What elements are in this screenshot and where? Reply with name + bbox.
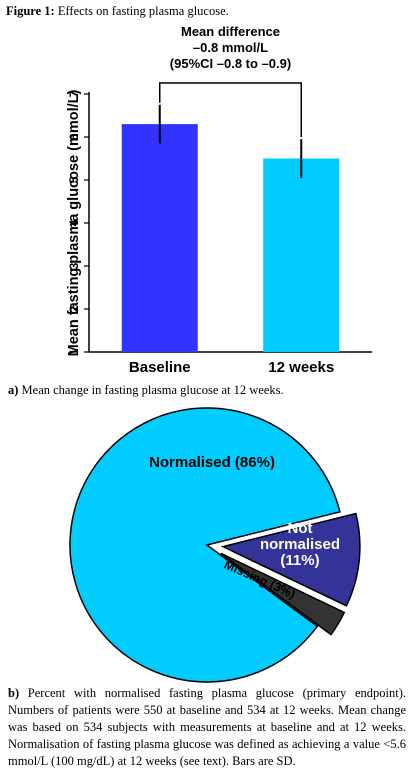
- pie-slice: [69, 407, 341, 683]
- y-tick-label: 7: [67, 90, 81, 97]
- y-axis-title: Mean fasting plasma glucose (mmol/L): [66, 89, 82, 356]
- y-tick-label: 2: [67, 305, 81, 312]
- pie-chart: Normalised (86%)Not normalised (11%)Missin…: [69, 407, 361, 683]
- figure-title: Figure 1: Effects on fasting plasma gluc…: [6, 4, 229, 19]
- y-tick-label: 1: [67, 348, 81, 355]
- bar: [121, 124, 198, 352]
- annotation-line: Mean difference: [181, 24, 280, 39]
- y-tick-label: 5: [67, 176, 81, 183]
- caption-b: b) Percent with normalised fasting plasm…: [8, 685, 406, 770]
- figure-label: Figure 1:: [6, 4, 55, 18]
- caption-b-text: Percent with normalised fasting plasma g…: [8, 686, 406, 768]
- caption-b-label: b): [8, 686, 20, 700]
- annotation-line: (95%CI –0.8 to –0.9): [170, 56, 291, 71]
- y-tick-label: 6: [67, 133, 81, 140]
- y-tick-label: 3: [67, 262, 81, 269]
- pie-slice: [220, 552, 346, 636]
- caption-a-text: Mean change in fasting plasma glucose at…: [21, 383, 284, 397]
- caption-a: a) Mean change in fasting plasma glucose…: [8, 383, 284, 398]
- significance-bracket: [159, 82, 302, 138]
- caption-a-label: a): [8, 383, 19, 397]
- pie-label-not-normalised: Not normalised (11%): [260, 520, 340, 569]
- pie-label-normalised: Normalised (86%): [149, 454, 275, 471]
- y-tick-label: 4: [67, 219, 81, 226]
- pie-slice: [220, 512, 361, 607]
- x-tick-label: 12 weeks: [268, 359, 334, 376]
- figure-title-text: Effects on fasting plasma glucose.: [57, 4, 229, 18]
- bar: [263, 158, 340, 352]
- x-tick-label: Baseline: [129, 359, 191, 376]
- annotation-line: –0.8 mmol/L: [193, 40, 268, 55]
